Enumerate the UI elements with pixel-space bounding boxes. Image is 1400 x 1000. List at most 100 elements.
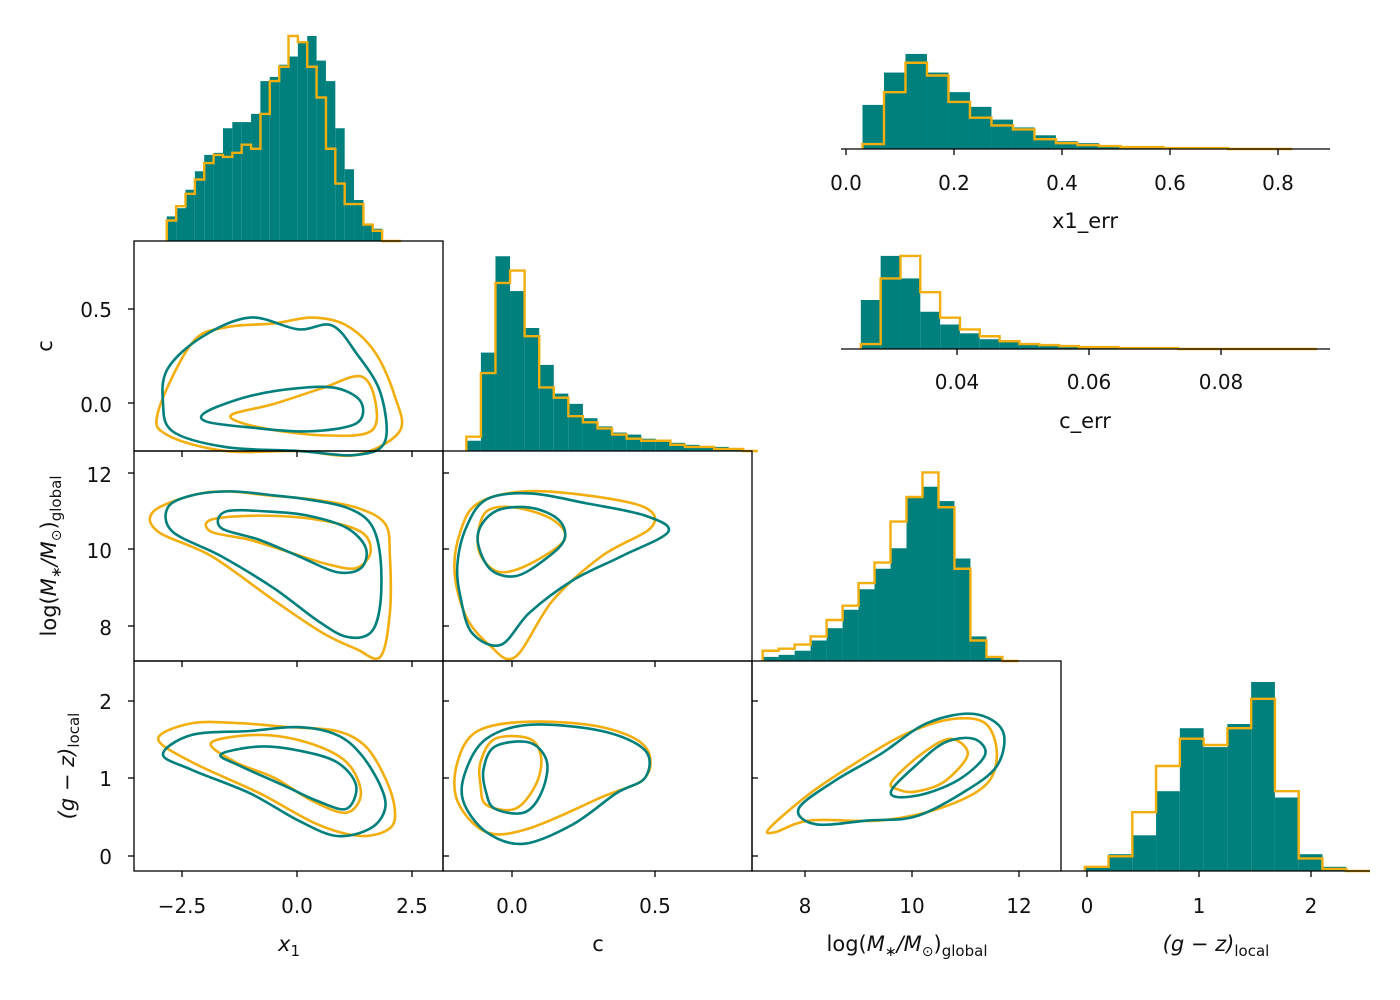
tick-gz-x-2: 2 (1305, 894, 1318, 918)
hist-mass-bar (906, 497, 923, 661)
tick-x1err-00: 0.0 (830, 171, 862, 195)
hist-gz-bar (1179, 728, 1204, 871)
hist-mass-bar (986, 656, 1003, 661)
tick-c-y-05: 0.5 (80, 298, 112, 322)
x1-gz-teal-inner-contour (219, 745, 358, 811)
hist-mass-bar (810, 640, 827, 661)
hist-mass-bar (922, 486, 939, 661)
tick-x1-zero: 0.0 (281, 894, 313, 918)
c-gz-gold-inner-contour (477, 734, 543, 812)
x1-gz-gold-inner-contour (209, 733, 363, 815)
xlabel-x1: x1 (277, 932, 300, 960)
hist-gz-bar (1132, 835, 1157, 871)
mass-gz-teal-inner-contour (889, 736, 987, 799)
hist-gz-bar (1227, 724, 1252, 871)
tick-gz-y-0: 0 (99, 845, 112, 869)
hist-c-bar (480, 352, 496, 451)
hist-x1-err-bar (1055, 141, 1078, 149)
mass-gz-gold-inner-contour (889, 737, 970, 794)
hist-gz-bar (1108, 854, 1133, 871)
panel-frame (442, 450, 753, 662)
hist-mass-bar (778, 654, 795, 661)
hist-mass-bar (890, 548, 907, 661)
hist-c-bar (524, 328, 540, 451)
hist-x1-bar (363, 224, 373, 241)
tick-mass-y-12: 12 (87, 463, 112, 487)
panel-frame (133, 450, 444, 662)
hist-x1-err-bar (905, 53, 927, 149)
hist-x1-bar (354, 200, 364, 241)
hist-x1-err-bar (926, 72, 949, 149)
c-mass-teal-inner-contour (476, 505, 567, 578)
tick-gz-y-2: 2 (99, 690, 112, 714)
hist-c-bar (597, 426, 613, 451)
hist-mass-bar (874, 568, 891, 661)
hist-c-err-bar (1019, 344, 1040, 349)
hist-x1-bar (241, 122, 252, 241)
x1-mass-teal-inner-contour (216, 508, 368, 575)
hist-mass-bar (826, 628, 843, 661)
x1-gz-teal-outer-contour (161, 725, 387, 838)
hist-c-bar (495, 256, 511, 451)
hist-mass-bar (794, 650, 811, 661)
hist-x1-bar (251, 113, 261, 241)
hist-x1-bar (213, 152, 223, 241)
ylabel-c: c (33, 340, 57, 352)
hist-x1-bar (279, 64, 289, 241)
hist-mass-bar (858, 589, 875, 661)
panel-frame (751, 660, 1062, 872)
tick-c-x-0: 0.0 (496, 894, 528, 918)
hist-x1-err-bar (991, 119, 1013, 149)
hist-c-err-bar (959, 333, 980, 349)
tick-gz-y-1: 1 (99, 767, 112, 791)
x1-mass-gold-inner-contour (204, 514, 373, 571)
hist-c-step-line (465, 269, 758, 453)
hist-mass-bar (842, 609, 859, 661)
hist-c-err-bar (860, 300, 881, 349)
hist-x1-bar (176, 208, 186, 241)
hist-x1-bar (185, 189, 195, 241)
hist-c-bar (670, 442, 685, 451)
hist-x1-bar (166, 216, 177, 241)
hist-x1-bar (194, 171, 205, 241)
xlabel-c-err: c_err (1059, 409, 1111, 434)
hist-x1-bar (316, 60, 326, 241)
hist-c-err-bar (940, 324, 960, 349)
hist-gz-bar (1084, 866, 1109, 871)
hist-x1-bar (269, 77, 280, 241)
tick-mass-y-10: 10 (87, 539, 112, 563)
frame-layer (128, 148, 1370, 877)
panel-frame (442, 660, 753, 872)
hist-c-err-bar (920, 311, 941, 349)
hist-gz-bar (1298, 854, 1323, 871)
xlabel-c: c (592, 932, 604, 956)
tick-x1err-04: 0.4 (1046, 171, 1078, 195)
axis-labels: x1 c log(M∗/M⊙)global (g − z)local x1_er… (33, 209, 1269, 960)
x1-c-teal-inner-contour (199, 385, 365, 433)
mass-gz-teal-outer-contour (796, 712, 1006, 827)
hist-c-bar (553, 393, 569, 451)
panel-frame (133, 240, 444, 452)
hist-gz-step-line (1083, 697, 1370, 873)
hist-c-bar (655, 440, 671, 451)
xlabel-mass: log(M∗/M⊙)global (827, 932, 988, 960)
tick-mass-12: 12 (1006, 894, 1031, 918)
hist-x1-bar (297, 42, 308, 242)
tick-x1err-02: 0.2 (938, 171, 970, 195)
hist-x1-err-bar (948, 92, 970, 149)
hist-c-err-bar (999, 342, 1020, 349)
contour-layer (148, 316, 1006, 846)
mass-gz-gold-outer-contour (765, 716, 999, 835)
hist-c-bar (699, 446, 715, 451)
hist-x1-err-bar (1012, 127, 1035, 149)
tick-x1err-06: 0.6 (1154, 171, 1186, 195)
tick-labels: −2.5 0.0 2.5 0.0 0.5 8 10 12 0 1 2 0.5 0… (80, 171, 1317, 918)
hist-c-err-bar (1039, 345, 1060, 349)
tick-c-y-00: 0.0 (80, 393, 112, 417)
hist-x1-err-step-line (861, 61, 1293, 151)
c-mass-teal-outer-contour (455, 491, 671, 647)
hist-c-bar (582, 418, 598, 451)
hist-c-bar (612, 432, 627, 451)
tick-c-x-05: 0.5 (639, 894, 671, 918)
